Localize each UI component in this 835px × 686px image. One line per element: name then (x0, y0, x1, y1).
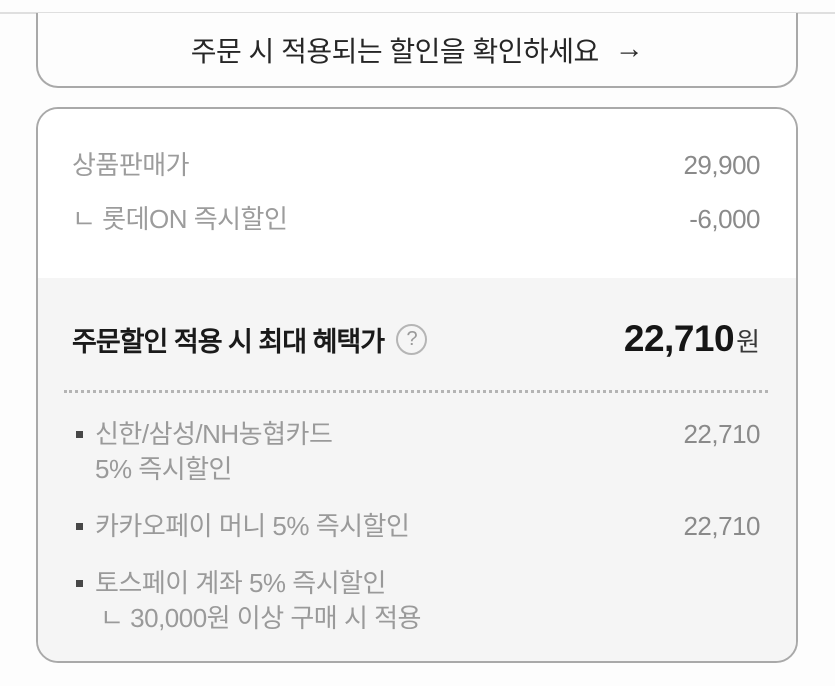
benefit-price: 22,710 원 (624, 318, 760, 360)
benefit-section: 주문할인 적용 시 최대 혜택가 ? 22,710 원 신한/삼성/NH농협카드… (38, 278, 796, 661)
banner-text: 주문 시 적용되는 할인을 확인하세요 (190, 35, 600, 67)
price-row-instant-discount: ㄴ 롯데ON 즉시할인 -6,000 (72, 205, 760, 233)
benefit-item-text: 카카오페이 머니 5% 즉시할인 (95, 509, 683, 544)
benefit-item-value: 22,710 (683, 419, 760, 449)
bullet-icon (76, 523, 83, 530)
bullet-icon (76, 431, 83, 438)
benefit-item-line: 토스페이 계좌 5% 즉시할인 (95, 568, 386, 598)
benefit-item-value: 22,710 (683, 511, 760, 541)
benefit-item-text: 토스페이 계좌 5% 즉시할인 ㄴ 30,000원 이상 구매 시 적용 (95, 566, 760, 636)
dotted-divider (64, 390, 768, 393)
price-summary-card: 상품판매가 29,900 ㄴ 롯데ON 즉시할인 -6,000 주문할인 적용 … (36, 107, 798, 663)
price-row-label: ㄴ 롯데ON 즉시할인 (72, 204, 288, 234)
benefit-title: 주문할인 적용 시 최대 혜택가 ? (72, 320, 428, 359)
benefit-item-line: 5% 즉시할인 (95, 454, 232, 484)
price-row-value: -6,000 (689, 204, 760, 234)
order-discount-banner[interactable]: 주문 시 적용되는 할인을 확인하세요 → (36, 13, 798, 88)
benefit-title-text: 주문할인 적용 시 최대 혜택가 (72, 326, 385, 357)
arrow-right-icon: → (614, 33, 644, 65)
price-row-value: 29,900 (683, 150, 760, 180)
benefit-price-currency: 원 (736, 327, 760, 357)
help-icon[interactable]: ? (396, 323, 428, 355)
benefit-item-kakaopay: 카카오페이 머니 5% 즉시할인 22,710 (72, 509, 760, 544)
bullet-icon (76, 580, 83, 587)
benefit-item-line: 신한/삼성/NH농협카드 (95, 419, 333, 449)
price-row-sale: 상품판매가 29,900 (72, 151, 760, 179)
price-row-label: 상품판매가 (72, 150, 190, 180)
benefit-header: 주문할인 적용 시 최대 혜택가 ? 22,710 원 (72, 318, 760, 360)
price-breakdown-section: 상품판매가 29,900 ㄴ 롯데ON 즉시할인 -6,000 (38, 109, 796, 278)
benefit-item-condition: ㄴ 30,000원 이상 구매 시 적용 (100, 603, 421, 633)
benefit-item-card: 신한/삼성/NH농협카드 5% 즉시할인 22,710 (72, 417, 760, 487)
benefit-price-number: 22,710 (623, 318, 735, 359)
benefit-item-tosspay: 토스페이 계좌 5% 즉시할인 ㄴ 30,000원 이상 구매 시 적용 (72, 566, 760, 636)
benefit-item-line: 카카오페이 머니 5% 즉시할인 (95, 511, 410, 541)
benefit-item-text: 신한/삼성/NH농협카드 5% 즉시할인 (95, 417, 683, 487)
